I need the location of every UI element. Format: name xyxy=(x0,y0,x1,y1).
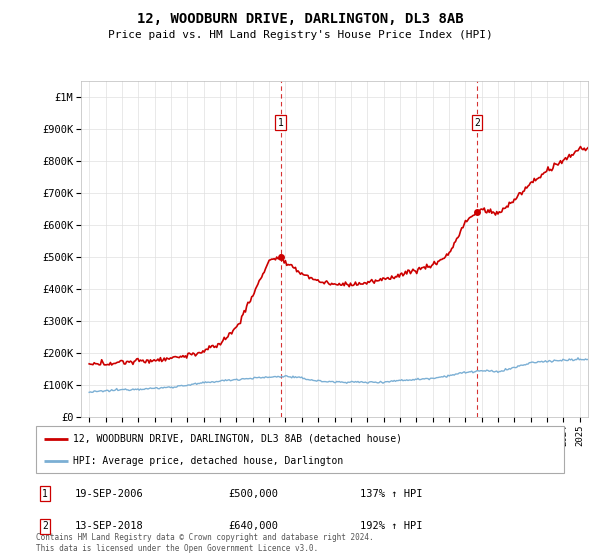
Text: Price paid vs. HM Land Registry's House Price Index (HPI): Price paid vs. HM Land Registry's House … xyxy=(107,30,493,40)
Text: £640,000: £640,000 xyxy=(228,521,278,531)
Text: £500,000: £500,000 xyxy=(228,489,278,499)
Text: Contains HM Land Registry data © Crown copyright and database right 2024.
This d: Contains HM Land Registry data © Crown c… xyxy=(36,533,374,553)
Text: 1: 1 xyxy=(278,118,284,128)
Text: 2: 2 xyxy=(474,118,480,128)
Text: 192% ↑ HPI: 192% ↑ HPI xyxy=(360,521,422,531)
Text: HPI: Average price, detached house, Darlington: HPI: Average price, detached house, Darl… xyxy=(73,456,343,466)
Text: 2: 2 xyxy=(42,521,48,531)
Text: 19-SEP-2006: 19-SEP-2006 xyxy=(75,489,144,499)
Text: 137% ↑ HPI: 137% ↑ HPI xyxy=(360,489,422,499)
FancyBboxPatch shape xyxy=(36,426,564,473)
Text: 1: 1 xyxy=(42,489,48,499)
Text: 12, WOODBURN DRIVE, DARLINGTON, DL3 8AB: 12, WOODBURN DRIVE, DARLINGTON, DL3 8AB xyxy=(137,12,463,26)
Text: 13-SEP-2018: 13-SEP-2018 xyxy=(75,521,144,531)
Text: 12, WOODBURN DRIVE, DARLINGTON, DL3 8AB (detached house): 12, WOODBURN DRIVE, DARLINGTON, DL3 8AB … xyxy=(73,434,402,444)
